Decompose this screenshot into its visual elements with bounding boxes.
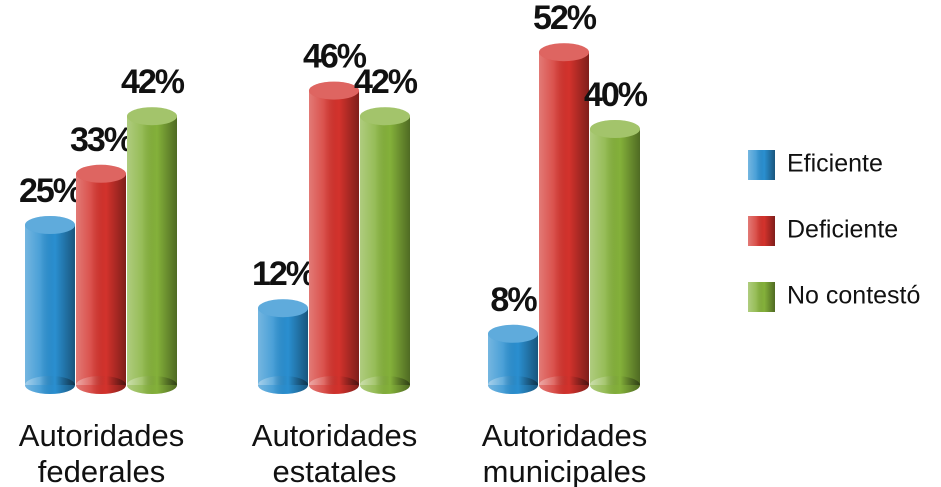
bar-top-shade <box>76 164 126 183</box>
bar-top <box>539 43 589 62</box>
bar-top-shade <box>258 299 308 318</box>
bar-shading <box>258 308 308 385</box>
value-label: 42% <box>354 63 418 101</box>
bar-top <box>25 216 75 234</box>
bar-shading <box>360 116 410 385</box>
legend-label: Deficiente <box>787 216 898 244</box>
bar-top-shade <box>360 107 410 126</box>
bar <box>309 81 359 394</box>
bar <box>127 107 177 394</box>
bar <box>590 120 640 394</box>
bar <box>539 43 589 394</box>
legend-swatch-shade <box>748 282 775 312</box>
bar-top-shade <box>309 81 359 100</box>
bar-top <box>127 107 177 126</box>
bar-top-shade <box>590 120 640 138</box>
bar-shading <box>25 225 75 385</box>
bar-top <box>360 107 410 126</box>
legend-label: Eficiente <box>787 150 883 178</box>
value-label: 40% <box>584 76 648 114</box>
legend-swatch-shade <box>748 150 775 180</box>
bar-top <box>76 164 126 183</box>
x-tick-label: Autoridades federales <box>19 418 184 487</box>
bar-top <box>590 120 640 138</box>
legend-swatch-shade <box>748 216 775 246</box>
x-tick-label: Autoridades municipales <box>482 418 647 487</box>
bar-top-shade <box>488 324 538 343</box>
bar <box>360 107 410 394</box>
x-tick-label: Autoridades estatales <box>252 418 417 487</box>
bar-top <box>309 81 359 100</box>
value-label: 12% <box>252 255 316 293</box>
bar-top-shade <box>539 43 589 62</box>
legend-swatch <box>748 150 775 180</box>
bar-top <box>258 299 308 318</box>
bar <box>258 299 308 394</box>
bar-top-shade <box>25 216 75 234</box>
legend-swatch <box>748 282 775 312</box>
bar-shading <box>309 90 359 385</box>
value-label: 52% <box>533 0 597 37</box>
value-label: 33% <box>70 121 134 159</box>
bar-top <box>488 324 538 343</box>
bar-shading <box>127 116 177 385</box>
bar <box>25 216 75 394</box>
bar-shading <box>76 173 126 385</box>
value-label: 42% <box>121 63 185 101</box>
bar <box>488 324 538 394</box>
bar <box>76 164 126 394</box>
value-label: 25% <box>19 172 83 210</box>
value-label: 8% <box>490 281 537 319</box>
bar-shading <box>539 52 589 385</box>
legend-swatch <box>748 216 775 246</box>
legend-label: No contestó <box>787 282 920 310</box>
bar-shading <box>590 129 640 385</box>
bar-top-shade <box>127 107 177 126</box>
value-label: 46% <box>303 38 367 76</box>
